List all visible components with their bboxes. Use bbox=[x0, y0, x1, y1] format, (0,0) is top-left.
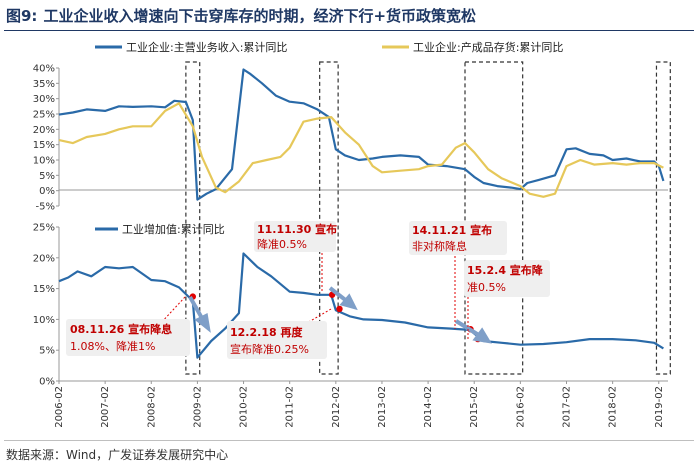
arrow-2008 bbox=[188, 296, 205, 321]
x-tick-label: 2013-02 bbox=[377, 386, 388, 428]
top-y-tick-label: 35% bbox=[33, 79, 55, 90]
bottom-panel: 0% 5% 10% 15% 20% 25% bbox=[33, 223, 664, 388]
title-divider bbox=[4, 30, 694, 31]
annotation-1-line2: 1.08%、降准1% bbox=[70, 339, 155, 353]
policy-arrows bbox=[188, 286, 492, 344]
annotation-5-line1: 15.2.4 宣布降 bbox=[467, 263, 544, 277]
x-tick-label: 2010-02 bbox=[239, 386, 250, 428]
x-tick-labels: 2006-02 2007-02 2008-02 2009-02 2010-02 2011-… bbox=[54, 381, 665, 428]
bottom-y-tick-label: 0% bbox=[39, 377, 55, 388]
annotation-4-line1: 14.11.21 宣布 bbox=[412, 223, 492, 237]
top-y-tick-label: 30% bbox=[33, 94, 55, 105]
bottom-divider bbox=[4, 440, 694, 441]
figure-title-text: 工业企业收入增速向下击穿库存的时期，经济下行+货币政策宽松 bbox=[43, 7, 477, 25]
annotation-2-line1: 11.11.30 宣布 bbox=[257, 222, 337, 236]
arrow-2012-head bbox=[339, 293, 358, 311]
annotation-3: 12.2.18 再度 宣布降准0.25% bbox=[227, 321, 327, 359]
figure-title: 图9: 工业企业收入增速向下击穿库存的时期，经济下行+货币政策宽松 bbox=[6, 4, 694, 28]
bottom-y-tick-label: 5% bbox=[39, 346, 55, 357]
figure-label: 图9: bbox=[6, 7, 38, 25]
highlight-box-4 bbox=[655, 61, 671, 375]
annotation-3-line2: 宣布降准0.25% bbox=[230, 342, 309, 356]
annotation-1-line1: 08.11.26 宣布降息 bbox=[70, 322, 172, 336]
x-tick-label: 2007-02 bbox=[100, 386, 111, 428]
x-tick-label: 2016-02 bbox=[515, 386, 526, 428]
top-y-tick-label: -5% bbox=[36, 202, 55, 213]
top-series-2-line bbox=[58, 102, 664, 198]
x-tick-label: 2018-02 bbox=[608, 386, 619, 428]
bottom-y-tick-label: 10% bbox=[33, 315, 55, 326]
top-y-tick-label: 20% bbox=[33, 125, 55, 136]
x-tick-label: 2015-02 bbox=[469, 386, 480, 428]
x-tick-label: 2008-02 bbox=[146, 386, 157, 428]
annotation-3-line1: 12.2.18 再度 bbox=[230, 325, 303, 339]
highlight-box-3 bbox=[464, 61, 524, 375]
annotation-5: 15.2.4 宣布降 准0.5% bbox=[464, 260, 550, 297]
highlight-box-2 bbox=[319, 61, 339, 375]
x-tick-label: 2012-02 bbox=[331, 386, 342, 428]
annotation-1: 08.11.26 宣布降息 1.08%、降准1% bbox=[66, 319, 190, 356]
x-tick-label: 2011-02 bbox=[285, 386, 296, 428]
arrow-2015-head bbox=[472, 327, 492, 344]
top-y-tick-label: 5% bbox=[39, 171, 55, 182]
bottom-y-tick-label: 25% bbox=[33, 223, 55, 234]
highlight-boxes bbox=[185, 61, 671, 375]
highlight-box-1 bbox=[185, 61, 201, 375]
legend-revenue-label: 工业企业:主营业务收入:累计同比 bbox=[126, 40, 287, 54]
policy-marker-3 bbox=[336, 305, 343, 313]
top-y-tick-label: 15% bbox=[33, 140, 55, 151]
x-tick-label: 2019-02 bbox=[654, 386, 665, 428]
legend-value-added-label: 工业增加值:累计同比 bbox=[122, 222, 225, 236]
data-source: 数据来源：Wind，广发证券发展研究中心 bbox=[6, 448, 229, 462]
top-series-1-line bbox=[58, 68, 665, 201]
arrow-2008-head bbox=[194, 313, 211, 333]
x-tick-label: 2014-02 bbox=[423, 386, 434, 428]
top-y-tick-label: 25% bbox=[33, 110, 55, 121]
bottom-series-1-line bbox=[58, 252, 664, 359]
annotation-5-line2: 准0.5% bbox=[467, 281, 506, 294]
top-y-tick-label: 10% bbox=[33, 156, 55, 167]
x-tick-label: 2017-02 bbox=[562, 386, 573, 428]
x-tick-label: 2006-02 bbox=[54, 386, 65, 428]
bottom-y-tick-label: 20% bbox=[33, 253, 55, 264]
top-y-tick-label: 40% bbox=[33, 64, 55, 75]
x-tick-label: 2009-02 bbox=[192, 386, 203, 428]
annotation-2: 11.11.30 宣布 降准0.5% bbox=[254, 221, 337, 252]
top-panel: -5% 0% 5% 10% 15% 20% 25% 30% 35% 40% bbox=[33, 64, 665, 213]
bottom-y-tick-label: 15% bbox=[33, 284, 55, 295]
top-y-tick-label: 0% bbox=[39, 186, 55, 197]
legend-inventory-label: 工业企业:产成品存货:累计同比 bbox=[413, 40, 563, 54]
annotation-4: 14.11.21 宣布 非对称降息 bbox=[409, 221, 507, 255]
annotation-2-line2: 降准0.5% bbox=[257, 237, 307, 251]
annotation-4-line2: 非对称降息 bbox=[412, 239, 467, 253]
